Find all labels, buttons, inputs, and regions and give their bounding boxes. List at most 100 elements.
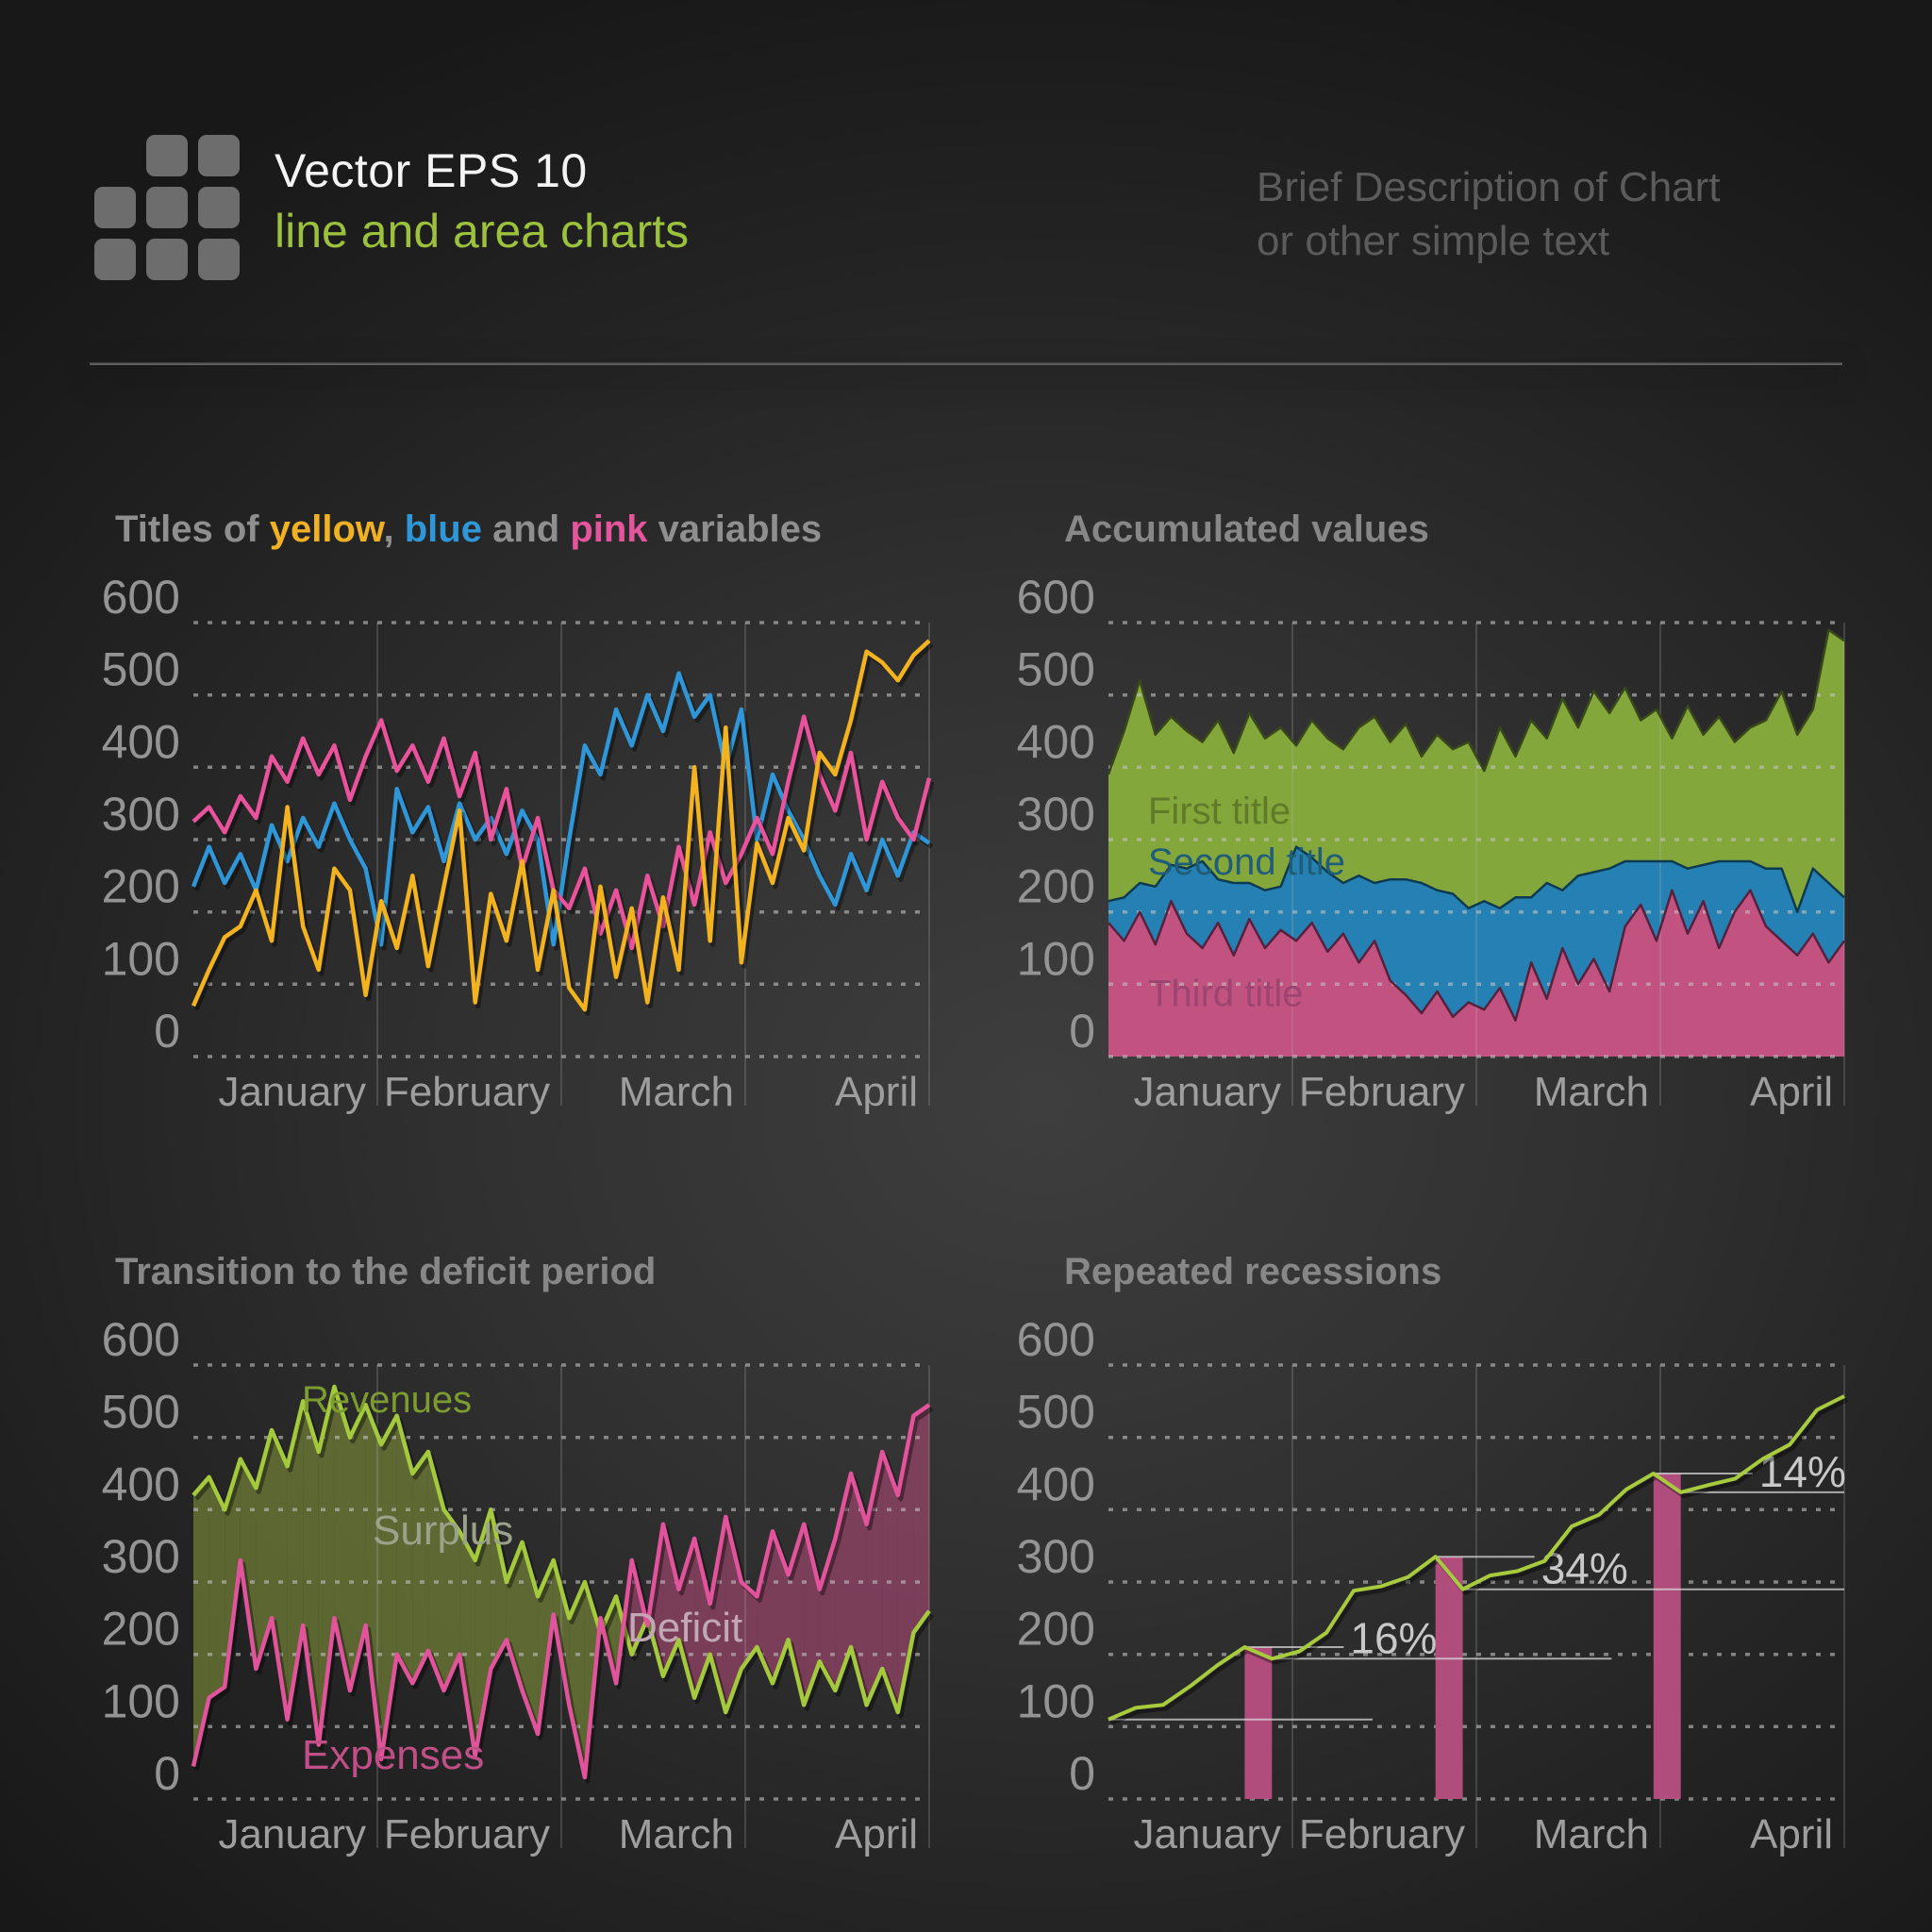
surplus-area [443, 1509, 460, 1690]
deficit-area [694, 1539, 710, 1698]
first-title-area [1108, 629, 1844, 912]
y-tick-label: 200 [1017, 860, 1095, 913]
growth-line-shadow [1110, 1397, 1849, 1725]
x-month-label: April [835, 1069, 918, 1115]
surplus-area [491, 1509, 507, 1669]
surplus-area [365, 1405, 382, 1759]
y-tick-label: 0 [154, 1747, 180, 1800]
y-tick-label: 300 [1017, 1530, 1095, 1583]
x-month-label: April [835, 1811, 918, 1857]
chart-deficit-transition: Revenues Surplus Expenses Deficit 600 500 400 3… [80, 1313, 939, 1898]
y-tick-label: 200 [102, 860, 180, 913]
page-subtitle: line and area charts [275, 205, 690, 258]
surplus-area [427, 1452, 444, 1690]
x-month-label: February [384, 1811, 550, 1857]
yellow-series-line [191, 639, 931, 1012]
logo-square [146, 239, 188, 280]
title-segment: and [481, 508, 571, 551]
y-tick-label: 300 [102, 788, 180, 841]
third-title-label: Third title [1148, 973, 1304, 1014]
surplus-area [208, 1476, 225, 1698]
growth-line [1108, 1394, 1845, 1722]
y-tick-label: 400 [1017, 715, 1095, 768]
surplus-area [272, 1430, 288, 1720]
surplus-area [256, 1430, 272, 1669]
title-segment: blue [404, 508, 482, 551]
chart-repeated-recessions: 16% 34% 14% 600 500 400 300 200 100 0 January Febru… [995, 1313, 1854, 1898]
logo-square [94, 187, 136, 228]
y-tick-label: 600 [102, 571, 180, 624]
deficit-area [913, 1405, 929, 1633]
y-tick-label: 500 [102, 643, 180, 696]
deficit-area [819, 1539, 836, 1690]
deficit-area [851, 1474, 867, 1706]
recession-bar [1244, 1647, 1273, 1799]
blue-series-line-shadow [193, 675, 934, 951]
second-title-area [1108, 846, 1844, 1021]
chart-title-deficit-transition: Transition to the deficit period [115, 1251, 657, 1293]
deficit-area [741, 1582, 758, 1669]
x-month-label: January [218, 1811, 366, 1857]
y-tick-label: 500 [102, 1386, 180, 1439]
chart-svg: 600 500 400 300 200 100 0 January February March A… [102, 571, 935, 1115]
surplus-area [193, 1476, 209, 1767]
deficit-area [804, 1524, 820, 1706]
header-divider [90, 362, 1842, 365]
y-tick-label: 0 [1069, 1747, 1095, 1800]
y-tick-label: 100 [102, 932, 180, 985]
x-month-label: March [1534, 1811, 1649, 1857]
chart-title-repeated-recessions: Repeated recessions [1064, 1251, 1442, 1293]
title-segment: variables [647, 508, 823, 551]
y-tick-label: 600 [1017, 571, 1095, 624]
y-tick-label: 0 [154, 1005, 180, 1058]
recession-bar [1435, 1557, 1463, 1799]
second-title-label: Second title [1148, 841, 1345, 883]
surplus-area [334, 1387, 350, 1690]
logo-square [146, 135, 188, 176]
title-segment: yellow [269, 508, 384, 551]
pink-series-line [192, 714, 932, 951]
page-title: Vector EPS 10 [275, 144, 588, 197]
logo-square [198, 135, 240, 176]
x-month-label: March [1534, 1069, 1649, 1115]
surplus-area [553, 1560, 570, 1706]
percent-label: 16% [1350, 1613, 1437, 1662]
surplus-area [569, 1582, 585, 1777]
x-month-label: January [218, 1069, 366, 1115]
y-tick-label: 300 [102, 1530, 180, 1583]
y-tick-label: 100 [102, 1674, 180, 1727]
deficit-label: Deficit [627, 1605, 742, 1651]
revenues-label: Revenues [302, 1379, 472, 1421]
y-tick-label: 100 [1017, 932, 1095, 985]
chart-svg: First title Second title Third title 600 500… [1017, 571, 1846, 1115]
deficit-area [757, 1531, 773, 1684]
x-month-label: April [1750, 1069, 1833, 1115]
x-month-label: January [1133, 1069, 1281, 1115]
y-tick-label: 500 [1017, 1386, 1095, 1439]
x-month-label: January [1133, 1811, 1281, 1857]
title-segment: Titles of [115, 508, 270, 551]
recession-bar [1653, 1474, 1681, 1799]
x-month-label: February [384, 1069, 550, 1115]
expenses-label: Expenses [302, 1732, 484, 1778]
first-title-edge [1107, 628, 1845, 775]
surplus-area [412, 1452, 428, 1684]
percent-label: 34% [1541, 1544, 1628, 1593]
surplus-area [350, 1405, 366, 1690]
deficit-area [897, 1415, 914, 1712]
x-month-label: April [1750, 1811, 1833, 1857]
revenues-line [192, 1384, 931, 1715]
brief-description: Brief Description of Chart or other simp… [1257, 160, 1721, 268]
y-tick-label: 200 [102, 1603, 180, 1656]
logo-square [198, 239, 240, 280]
second-title-edge [1108, 845, 1845, 913]
y-tick-label: 400 [1017, 1457, 1095, 1510]
surplus-label: Surplus [373, 1507, 513, 1554]
y-tick-label: 400 [102, 715, 180, 768]
description-line-2: or other simple text [1257, 218, 1610, 265]
deficit-area [788, 1524, 805, 1706]
first-title-label: First title [1148, 791, 1291, 832]
x-month-label: March [619, 1069, 734, 1115]
